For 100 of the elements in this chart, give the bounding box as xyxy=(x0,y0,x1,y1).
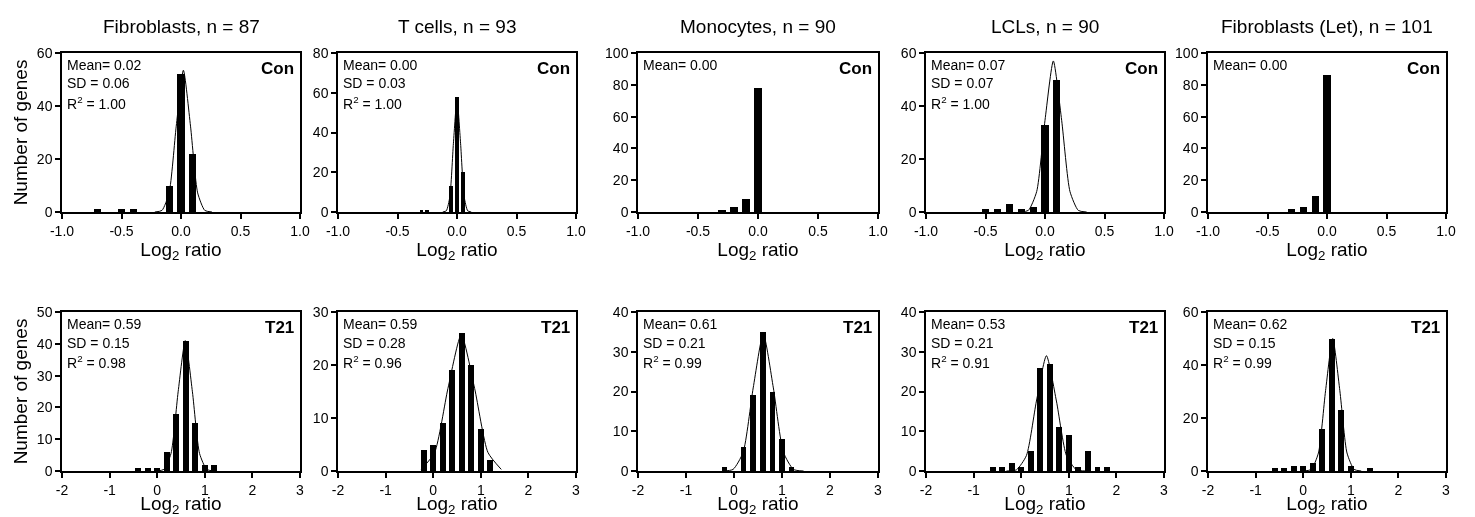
annotation: Con xyxy=(839,59,873,78)
y-tick-label: 10 xyxy=(900,423,917,440)
x-tick-label: 0.5 xyxy=(506,222,527,239)
y-tick-label: 30 xyxy=(312,303,329,320)
annotation: SD = 0.15 xyxy=(1213,335,1276,351)
annotation: Mean= 0.53 xyxy=(931,316,1006,332)
x-tick-label: 1 xyxy=(476,481,485,498)
annotation: SD = 0.28 xyxy=(343,335,406,351)
y-tick-label: 60 xyxy=(1182,108,1199,125)
y-tick-label: 60 xyxy=(1182,303,1199,320)
y-tick-label: 0 xyxy=(320,462,329,479)
annotation: Con xyxy=(1407,59,1441,78)
y-tick-label: 60 xyxy=(36,44,53,61)
y-tick-label: 50 xyxy=(36,303,53,320)
y-tick-label: 0 xyxy=(908,462,917,479)
y-tick-label: 0 xyxy=(620,462,629,479)
y-tick-label: 20 xyxy=(36,399,53,416)
x-tick-label: 1.0 xyxy=(1154,222,1174,239)
annotation: R$^{2}$ = 0.99 xyxy=(643,353,702,371)
y-tick-label: 100 xyxy=(605,44,629,61)
x-tick-label: 0 xyxy=(730,481,739,498)
y-tick-label: 40 xyxy=(312,124,329,141)
x-tick-label: -1 xyxy=(679,481,693,498)
y-tick-label: 40 xyxy=(900,303,917,320)
y-tick-label: 40 xyxy=(900,97,917,114)
x-tick-label: -1.0 xyxy=(325,222,351,239)
y-tick-label: 0 xyxy=(1190,203,1199,220)
x-axis-title: Log$_{2}$ ratio xyxy=(717,238,799,263)
annotation: SD = 0.03 xyxy=(343,75,406,91)
annotation: Con xyxy=(537,59,571,78)
x-axis-title: Log$_{2}$ ratio xyxy=(1004,238,1086,263)
x-tick-label: -2 xyxy=(919,481,933,498)
y-tick-label: 0 xyxy=(320,203,329,220)
y-tick-label: 80 xyxy=(312,44,329,61)
x-tick-label: 0.5 xyxy=(1376,222,1397,239)
annotation: R$^{2}$ = 0.99 xyxy=(1213,353,1272,371)
x-tick-label: 1.0 xyxy=(1436,222,1456,239)
x-tick-label: -0.5 xyxy=(1255,222,1280,239)
x-tick-label: 0.0 xyxy=(748,222,768,239)
chart-title: Fibroblasts (Let), n = 101 xyxy=(1221,16,1433,37)
x-axis-title: Log$_{2}$ ratio xyxy=(140,238,222,263)
x-tick-label: -2 xyxy=(1201,481,1215,498)
x-tick-label: 2 xyxy=(524,481,533,498)
x-tick-label: -1 xyxy=(379,481,393,498)
annotation: Mean= 0.07 xyxy=(931,57,1006,73)
y-tick-label: 10 xyxy=(312,409,329,426)
x-tick-label: 0.0 xyxy=(1317,222,1337,239)
x-tick-label: 3 xyxy=(296,481,305,498)
x-tick-label: 3 xyxy=(1160,481,1169,498)
x-tick-label: 0 xyxy=(429,481,438,498)
x-tick-label: 1.0 xyxy=(566,222,586,239)
annotation: Mean= 0.59 xyxy=(67,316,142,332)
annotation: R$^{2}$ = 0.98 xyxy=(67,353,126,371)
y-tick-label: 0 xyxy=(620,203,629,220)
x-tick-label: 0 xyxy=(1299,481,1308,498)
x-tick-label: 2 xyxy=(1112,481,1121,498)
x-tick-label: -1.0 xyxy=(625,222,651,239)
x-axis-title: Log$_{2}$ ratio xyxy=(416,238,498,263)
annotation: SD = 0.21 xyxy=(643,335,706,351)
chart-title: Fibroblasts, n = 87 xyxy=(103,16,260,37)
annotation: Mean= 0.61 xyxy=(643,316,718,332)
annotation: T21 xyxy=(1411,318,1441,337)
x-tick-label: 3 xyxy=(874,481,883,498)
annotation: SD = 0.15 xyxy=(67,335,130,351)
annotation: Mean= 0.02 xyxy=(67,57,142,73)
y-tick-label: 10 xyxy=(612,423,629,440)
y-axis-title: Number of genes xyxy=(10,318,32,465)
y-tick-label: 10 xyxy=(36,431,53,448)
y-tick-label: 60 xyxy=(900,44,917,61)
x-tick-label: 0.5 xyxy=(1094,222,1115,239)
annotation: T21 xyxy=(843,318,873,337)
x-tick-label: 1 xyxy=(1064,481,1073,498)
y-tick-label: 40 xyxy=(612,140,629,157)
y-tick-label: 40 xyxy=(612,303,629,320)
y-tick-label: 20 xyxy=(312,164,329,181)
y-tick-label: 20 xyxy=(900,150,917,167)
y-tick-label: 20 xyxy=(36,150,53,167)
x-tick-label: 0.5 xyxy=(230,222,251,239)
x-tick-label: 3 xyxy=(572,481,581,498)
x-tick-label: 2 xyxy=(248,481,257,498)
x-tick-label: 0.0 xyxy=(447,222,467,239)
annotation: R$^{2}$ = 1.00 xyxy=(343,94,402,112)
x-tick-label: -1.0 xyxy=(1195,222,1221,239)
annotation: R$^{2}$ = 0.91 xyxy=(931,353,990,371)
x-tick-label: -0.5 xyxy=(685,222,711,239)
y-tick-label: 40 xyxy=(36,335,53,352)
y-tick-label: 30 xyxy=(36,367,53,384)
annotation: Mean= 0.62 xyxy=(1213,316,1288,332)
y-tick-label: 0 xyxy=(908,203,917,220)
x-tick-label: -1 xyxy=(103,481,117,498)
annotation: Mean= 0.59 xyxy=(343,316,418,332)
annotation: SD = 0.06 xyxy=(67,75,130,91)
x-tick-label: -0.5 xyxy=(973,222,998,239)
x-tick-label: 1.0 xyxy=(868,222,888,239)
y-tick-label: 20 xyxy=(612,383,629,400)
y-tick-label: 20 xyxy=(312,356,329,373)
y-tick-label: 40 xyxy=(1182,356,1199,373)
y-tick-label: 20 xyxy=(612,172,629,189)
x-tick-label: 0.5 xyxy=(808,222,828,239)
annotation: T21 xyxy=(1129,318,1159,337)
